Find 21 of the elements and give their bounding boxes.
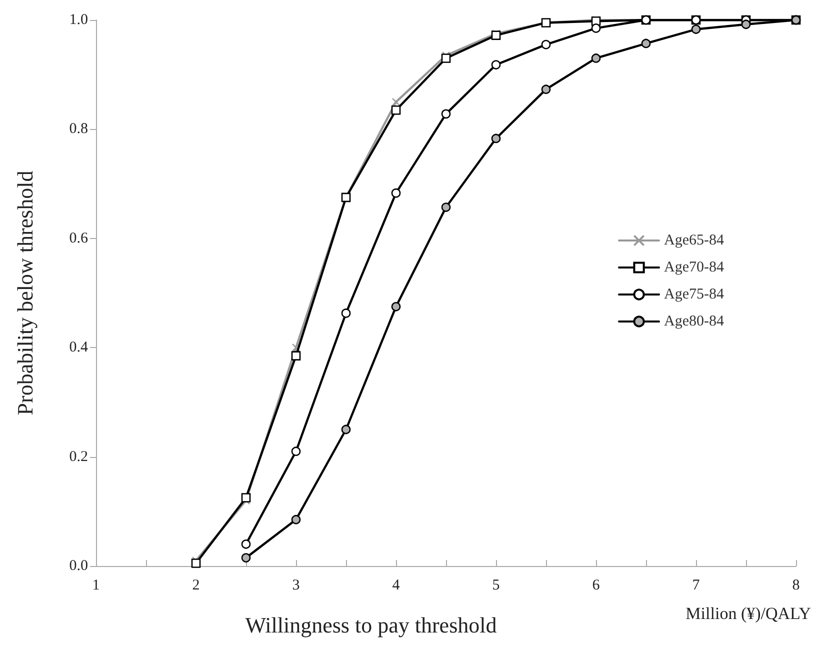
x-tick-label: 4 (392, 578, 400, 594)
y-tick-label: 0.8 (69, 121, 88, 138)
y-tick-label: 0.0 (69, 558, 88, 574)
x-tick-label: 8 (792, 578, 800, 594)
x-tick-label: 3 (292, 578, 300, 594)
y-tick-label: 0.2 (69, 448, 88, 465)
x-tick-label: 7 (692, 578, 700, 594)
legend-label: Age80-84 (664, 314, 724, 330)
y-tick-label: 0.4 (69, 340, 88, 356)
x-axis-title: Willingness to pay threshold (245, 612, 497, 638)
y-tick-label: 0.6 (69, 230, 88, 246)
text: Million (¥)/QALY (686, 604, 812, 623)
legend-label: Age65-84 (664, 232, 724, 248)
y-tick-label: 1.0 (69, 12, 88, 28)
legend-label: Age75-84 (664, 286, 724, 302)
x-tick-label: 5 (492, 578, 500, 594)
x-tick-label: 2 (192, 578, 200, 594)
x-tick-label: 1 (92, 578, 100, 594)
legend-label: Age70-84 (664, 260, 724, 276)
y-axis-title: Probability below threshold (12, 170, 38, 416)
x-tick-label: 6 (592, 578, 600, 594)
